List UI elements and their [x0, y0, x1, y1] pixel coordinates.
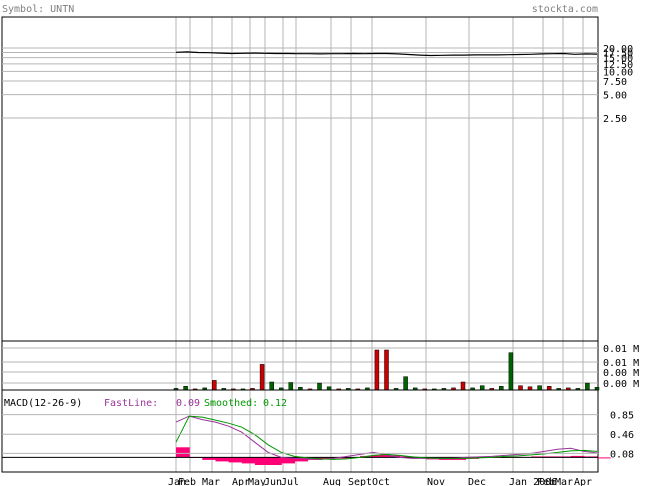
price-tick-4: 10.00 — [603, 67, 633, 78]
macd-axis-ticks: 0.85 0.46 0.08 — [2, 411, 634, 460]
macd-fast-label: FastLine: — [104, 398, 158, 409]
macd-panel: 0.85 0.46 0.08 MACD(12-26-9) FastLine: 0.0… — [1, 389, 634, 473]
macd-hist-bar-9 — [294, 457, 309, 462]
x-label-13: Feb — [537, 477, 555, 486]
x-label-0: Jan — [168, 477, 186, 486]
macd-hist-bar-11 — [320, 457, 335, 459]
price-tick-0: 20.00 — [603, 44, 633, 55]
x-label-2: Mar — [202, 477, 220, 486]
macd-hist-bar-32 — [597, 457, 611, 459]
macd-hist-bar-0 — [176, 447, 190, 458]
x-label-6: Jul — [281, 477, 299, 486]
price-panel-border — [1, 16, 599, 342]
volume-bar-22 — [384, 349, 389, 391]
macd-tick-2: 0.08 — [610, 449, 634, 460]
volume-bar-15 — [317, 382, 322, 391]
volume-bar-32 — [479, 385, 485, 391]
macd-hist-bar-29 — [557, 456, 572, 458]
volume-bars — [173, 349, 600, 391]
volume-bar-21 — [374, 349, 380, 391]
macd-hist-bar-15 — [373, 454, 387, 458]
volume-bar-43 — [585, 382, 590, 391]
price-tick-5: 7.50 — [603, 77, 627, 88]
x-label-15: Apr — [574, 477, 592, 486]
volume-bar-36 — [518, 385, 523, 391]
macd-hist-bar-3 — [215, 457, 230, 462]
volume-bar-10 — [269, 381, 274, 391]
price-tick-6: 5.00 — [603, 91, 627, 102]
macd-panel-border — [1, 389, 599, 473]
volume-axis-ticks: 0.01 M0.01 M0.00 M0.00 M — [2, 344, 639, 390]
volume-tick-3: 0.00 M — [603, 379, 639, 390]
volume-bar-9 — [259, 364, 265, 391]
price-line — [175, 51, 598, 57]
macd-smoothed-label: Smoothed: — [204, 398, 258, 409]
price-tick-3: 12.50 — [603, 60, 633, 71]
volume-tick-2: 0.00 M — [603, 368, 639, 379]
volume-bar-38 — [537, 385, 542, 391]
macd-hist-bar-7 — [268, 457, 282, 465]
macd-hist-bar-2 — [202, 457, 216, 460]
symbol-label: Symbol: UNTN — [2, 4, 74, 15]
volume-bar-34 — [499, 386, 504, 391]
x-label-11: Dec — [468, 477, 486, 486]
macd-hist-bar-27 — [531, 456, 545, 458]
macd-hist-bar-6 — [254, 457, 269, 465]
grid-lines — [175, 17, 584, 472]
x-label-4: May — [248, 477, 266, 486]
macd-hist-bar-31 — [583, 456, 598, 458]
volume-bar-35 — [508, 352, 514, 391]
macd-hist-bar-28 — [544, 456, 559, 458]
macd-smoothed-line — [175, 415, 598, 460]
x-label-1: Feb — [178, 477, 196, 486]
macd-tick-0: 0.85 — [610, 411, 634, 422]
x-label-3: Apr — [232, 477, 250, 486]
volume-bar-1 — [183, 386, 188, 391]
volume-bar-39 — [546, 386, 552, 391]
price-tick-1: 17.50 — [603, 48, 633, 59]
x-label-9: Oct — [372, 477, 390, 486]
price-tick-2: 15.00 — [603, 54, 633, 65]
volume-bar-4 — [212, 380, 217, 391]
macd-hist-bar-5 — [241, 457, 256, 464]
macd-hist-bar-8 — [281, 457, 295, 464]
x-label-10: Nov — [427, 477, 445, 486]
volume-bar-12 — [288, 382, 294, 391]
volume-tick-0: 0.01 M — [603, 344, 639, 355]
volume-bar-24 — [403, 376, 408, 391]
macd-smoothed-value: 0.12 — [263, 398, 287, 409]
x-label-5: Jun — [264, 477, 282, 486]
macd-title: MACD(12-26-9) — [4, 398, 82, 409]
volume-tick-1: 0.01 M — [603, 358, 639, 369]
macd-tick-1: 0.46 — [610, 430, 634, 441]
site-label: stockta.com — [532, 4, 598, 15]
x-label-8: Sept — [348, 477, 372, 486]
volume-panel: 0.01 M0.01 M0.00 M0.00 M — [1, 340, 639, 391]
volume-bar-30 — [460, 381, 466, 391]
x-label-12: Jan 2006 — [509, 477, 557, 486]
x-label-7: Aug — [323, 477, 341, 486]
x-label-14: Mar — [555, 477, 573, 486]
price-tick-7: 2.50 — [603, 114, 627, 125]
macd-hist-bar-30 — [570, 455, 585, 458]
macd-hist-bar-17 — [399, 456, 414, 458]
macd-fast-value: 0.09 — [176, 398, 200, 409]
macd-hist-bar-4 — [228, 457, 243, 463]
